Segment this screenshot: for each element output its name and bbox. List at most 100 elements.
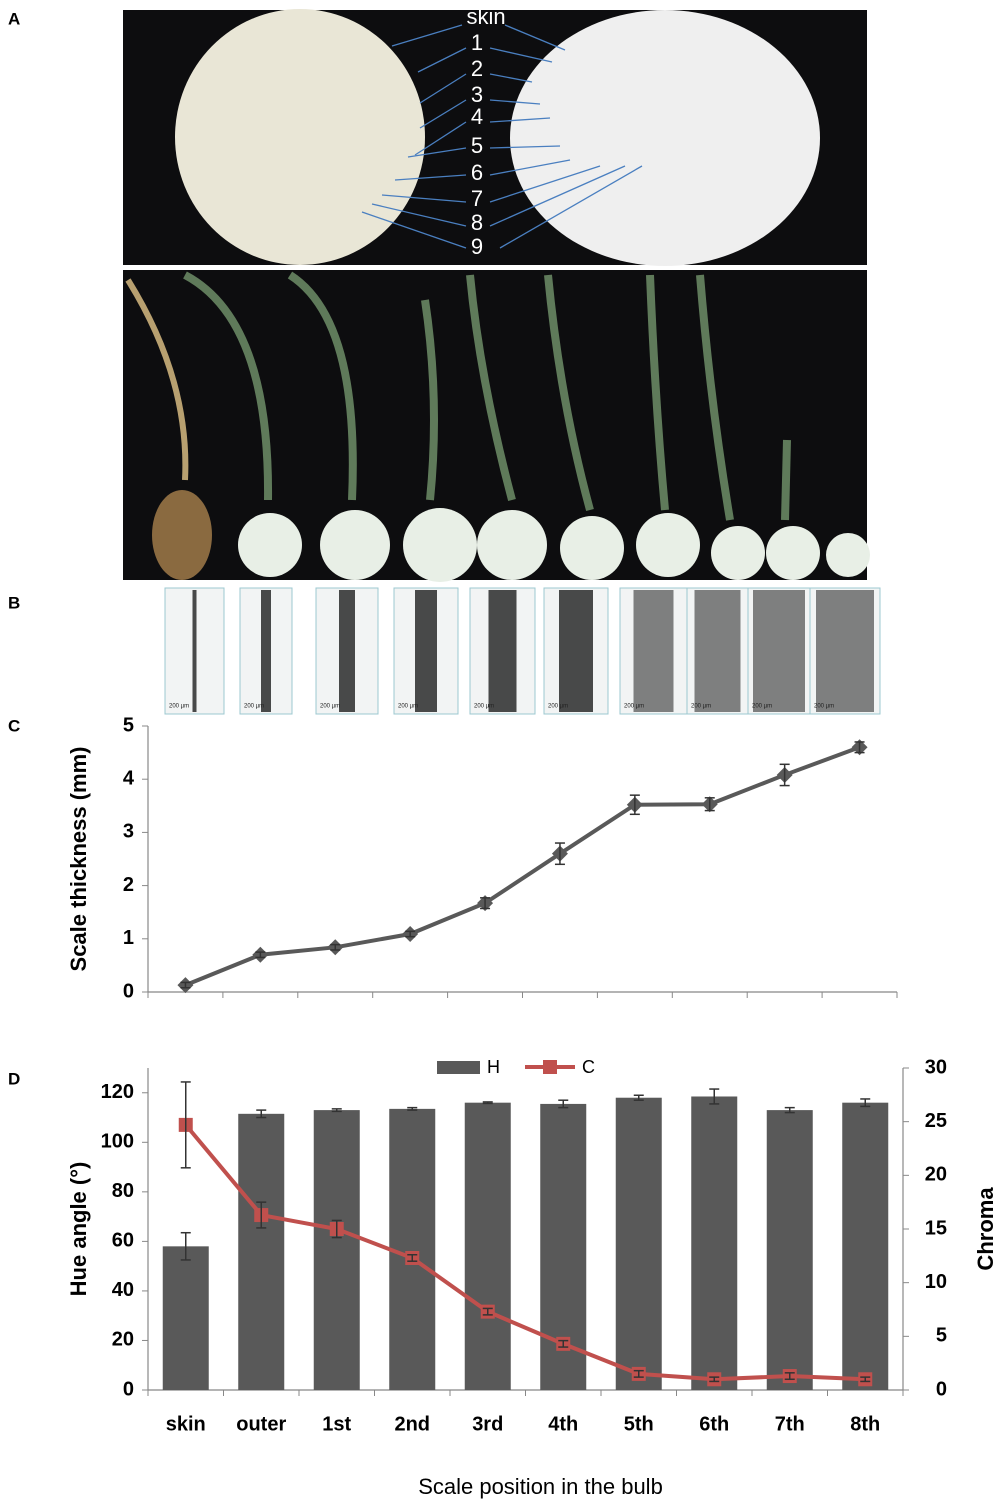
- error-bar: [256, 1109, 267, 1119]
- y-tick-label: 20: [112, 1329, 134, 1351]
- y-tick-label: 2: [123, 874, 134, 896]
- error-bar: [704, 797, 715, 812]
- error-bar: [180, 981, 191, 989]
- error-bar: [180, 1081, 191, 1169]
- error-bar: [784, 1372, 795, 1381]
- tissue: [559, 590, 593, 712]
- onion-section: [510, 10, 820, 266]
- error-bar: [629, 794, 640, 816]
- error-bar: [860, 1376, 871, 1383]
- legend-label: C: [582, 1057, 595, 1077]
- scale-bar-label: 200 µm: [752, 704, 772, 710]
- error-bar: [256, 1201, 267, 1229]
- photo-label: skin: [466, 4, 505, 29]
- x-tick-label: outer: [236, 1413, 286, 1435]
- line: [184, 1123, 866, 1382]
- x-tick-label: 5th: [624, 1413, 654, 1435]
- x-tick-label: 3rd: [472, 1413, 503, 1435]
- y-axis-label: Scale thickness (mm): [66, 747, 91, 972]
- panel-label: B: [8, 593, 20, 612]
- error-bar: [331, 1108, 342, 1113]
- error-bar: [554, 842, 565, 866]
- y2-tick-label: 25: [925, 1110, 947, 1132]
- y2-tick-label: 15: [925, 1217, 947, 1239]
- y2-tick-label: 20: [925, 1164, 947, 1186]
- error-bar: [405, 930, 416, 938]
- y-tick-label: 0: [123, 980, 134, 1002]
- legend-swatch: [437, 1061, 480, 1074]
- panel-label: A: [8, 9, 20, 28]
- error-bar: [709, 1376, 720, 1383]
- scale-bar-label: 200 µm: [548, 704, 568, 710]
- scale-bar-label: 200 µm: [244, 704, 264, 710]
- error-bar: [482, 1307, 493, 1316]
- x-tick-label: 6th: [699, 1413, 729, 1435]
- photo-label: 3: [471, 82, 483, 107]
- tissue: [694, 590, 741, 712]
- bar: [238, 1113, 285, 1390]
- tissue: [415, 590, 437, 712]
- bar: [464, 1102, 511, 1390]
- y-tick-label: 5: [123, 714, 134, 736]
- y-tick-label: 3: [123, 821, 134, 843]
- seedlings: [125, 271, 870, 582]
- scale-bar-label: 200 µm: [320, 704, 340, 710]
- y2-tick-label: 0: [936, 1378, 947, 1400]
- y-tick-label: 4: [123, 767, 135, 789]
- error-bar: [633, 1094, 644, 1101]
- bar: [313, 1110, 360, 1390]
- x-tick-label: skin: [166, 1413, 206, 1435]
- photo-label: 6: [471, 160, 483, 185]
- onion-half: [175, 9, 425, 265]
- x-tick-label: 4th: [548, 1413, 578, 1435]
- error-bar: [180, 1231, 191, 1261]
- x-tick-label: 7th: [775, 1413, 805, 1435]
- error-bar: [558, 1339, 569, 1348]
- x-axis-label: Scale position in the bulb: [418, 1474, 663, 1499]
- y-tick-label: 120: [101, 1081, 134, 1103]
- y2-tick-label: 5: [936, 1325, 947, 1347]
- tissue: [816, 590, 874, 712]
- error-bar: [860, 1098, 871, 1108]
- bar: [162, 1246, 209, 1390]
- bar: [615, 1097, 662, 1390]
- y-tick-label: 60: [112, 1230, 134, 1252]
- x-tick-label: 1st: [322, 1413, 351, 1435]
- scale-bar-label: 200 µm: [814, 704, 834, 710]
- error-bar: [784, 1106, 795, 1114]
- tissue: [339, 590, 355, 712]
- pointer-lines: [361, 24, 643, 249]
- photo-label: 1: [471, 30, 483, 55]
- x-tick-label: 8th: [850, 1413, 880, 1435]
- scale-bar-label: 200 µm: [398, 704, 418, 710]
- legend-swatch: [543, 1060, 557, 1074]
- photo-label: 7: [471, 186, 483, 211]
- y-tick-label: 40: [112, 1279, 134, 1301]
- scale-bar-label: 200 µm: [169, 704, 189, 710]
- bar: [691, 1096, 738, 1390]
- y2-tick-label: 30: [925, 1056, 947, 1078]
- error-bar: [480, 897, 491, 910]
- panel-label: D: [8, 1069, 20, 1088]
- photo-label: 2: [471, 56, 483, 81]
- error-bar: [482, 1101, 493, 1105]
- error-bar: [330, 943, 341, 951]
- error-bar: [709, 1088, 720, 1105]
- y-tick-label: 1: [123, 927, 134, 949]
- error-bar: [255, 951, 266, 959]
- photo-label: 8: [471, 210, 483, 235]
- micrographs: 200 µm 200 µm 200 µm 200 µm 200 µm 200 µm 200 …: [164, 587, 881, 715]
- scale-bar-label: 200 µm: [691, 704, 711, 710]
- y-tick-label: 80: [112, 1180, 134, 1202]
- tissue: [192, 590, 197, 712]
- error-bar: [407, 1254, 418, 1262]
- legend-label: H: [487, 1057, 500, 1077]
- tissue: [753, 590, 805, 712]
- error-bar: [331, 1219, 342, 1239]
- bar: [389, 1108, 436, 1390]
- y-tick-label: 0: [123, 1378, 134, 1400]
- y-axis-label: Hue angle (°): [66, 1162, 91, 1297]
